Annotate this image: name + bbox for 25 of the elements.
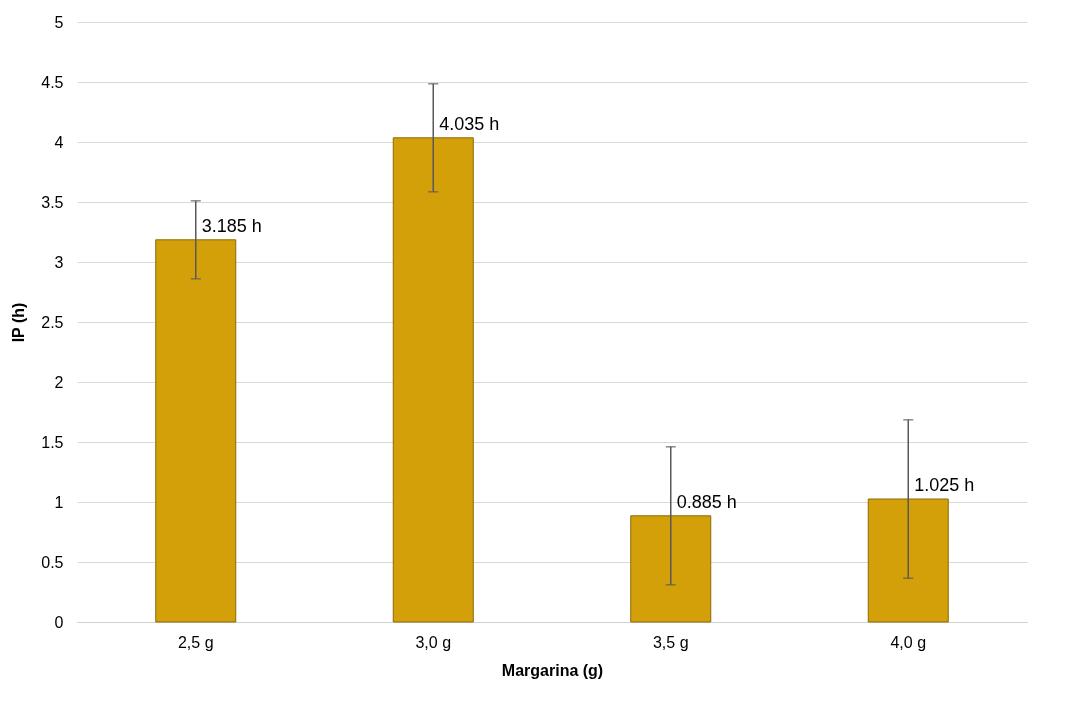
y-tick-label: 4 bbox=[54, 133, 64, 151]
y-tick-label: 0.5 bbox=[41, 553, 64, 571]
x-axis-title: Margarina (g) bbox=[501, 661, 604, 679]
y-tick-label: 1.5 bbox=[41, 433, 64, 451]
y-tick-label: 4.5 bbox=[41, 73, 64, 91]
y-axis-title: IP (h) bbox=[10, 302, 28, 343]
x-tick-label: 3,0 g bbox=[415, 633, 452, 651]
y-tick-label: 2.5 bbox=[41, 313, 64, 331]
y-tick-label: 0 bbox=[54, 613, 64, 631]
x-tick-label: 4,0 g bbox=[890, 633, 927, 651]
y-tick-label: 3 bbox=[54, 253, 64, 271]
x-tick-label: 2,5 g bbox=[177, 633, 214, 651]
data-label: 3.185 h bbox=[201, 215, 262, 236]
y-tick-label: 2 bbox=[54, 373, 64, 391]
y-tick-label: 3.5 bbox=[41, 193, 64, 211]
bar bbox=[392, 137, 474, 623]
data-label: 4.035 h bbox=[439, 113, 500, 134]
bar bbox=[155, 239, 237, 623]
data-label: 0.885 h bbox=[676, 491, 737, 512]
y-tick-label: 5 bbox=[54, 13, 64, 31]
x-tick-label: 3,5 g bbox=[652, 633, 689, 651]
bar bbox=[630, 515, 712, 623]
y-tick-label: 1 bbox=[54, 493, 64, 511]
data-label: 1.025 h bbox=[914, 475, 975, 495]
bar bbox=[867, 498, 949, 623]
